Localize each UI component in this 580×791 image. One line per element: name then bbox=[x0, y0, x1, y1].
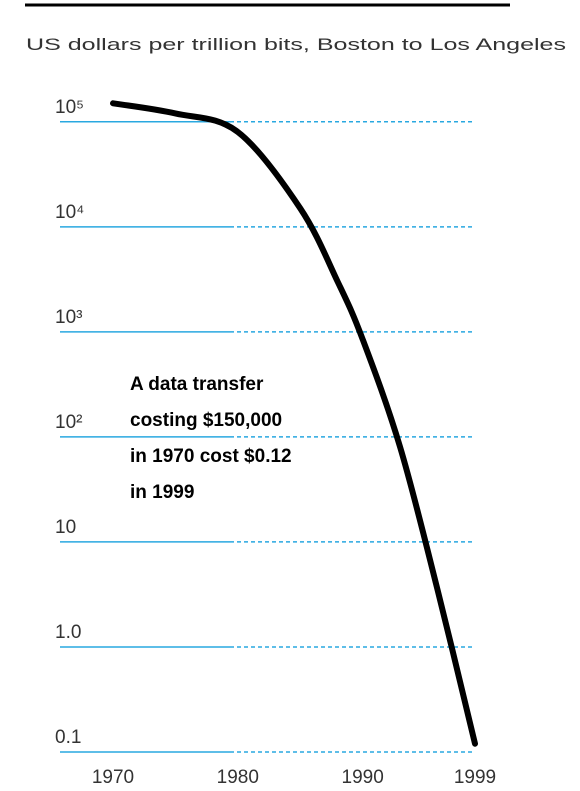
annotation: costing $150,000 bbox=[130, 410, 282, 431]
y-tick-label: 10⁴ bbox=[55, 202, 84, 223]
y-tick-label: 10³ bbox=[55, 307, 82, 328]
y-tick-label: 1.0 bbox=[55, 622, 81, 643]
x-tick-label: 1999 bbox=[454, 767, 496, 788]
y-tick-label: 10⁵ bbox=[55, 97, 84, 118]
y-tick-label: 0.1 bbox=[55, 727, 81, 748]
annotation: A data transfer bbox=[130, 374, 264, 395]
annotation: in 1970 cost $0.12 bbox=[130, 446, 292, 467]
y-tick-label: 10² bbox=[55, 412, 82, 433]
x-tick-label: 1990 bbox=[342, 767, 384, 788]
chart-title: US dollars per trillion bits, Boston to … bbox=[26, 35, 566, 54]
x-tick-label: 1980 bbox=[217, 767, 259, 788]
y-tick-label: 10 bbox=[55, 517, 76, 538]
price-line bbox=[110, 100, 478, 747]
annotation: in 1999 bbox=[130, 482, 194, 503]
x-tick-label: 1970 bbox=[92, 767, 134, 788]
